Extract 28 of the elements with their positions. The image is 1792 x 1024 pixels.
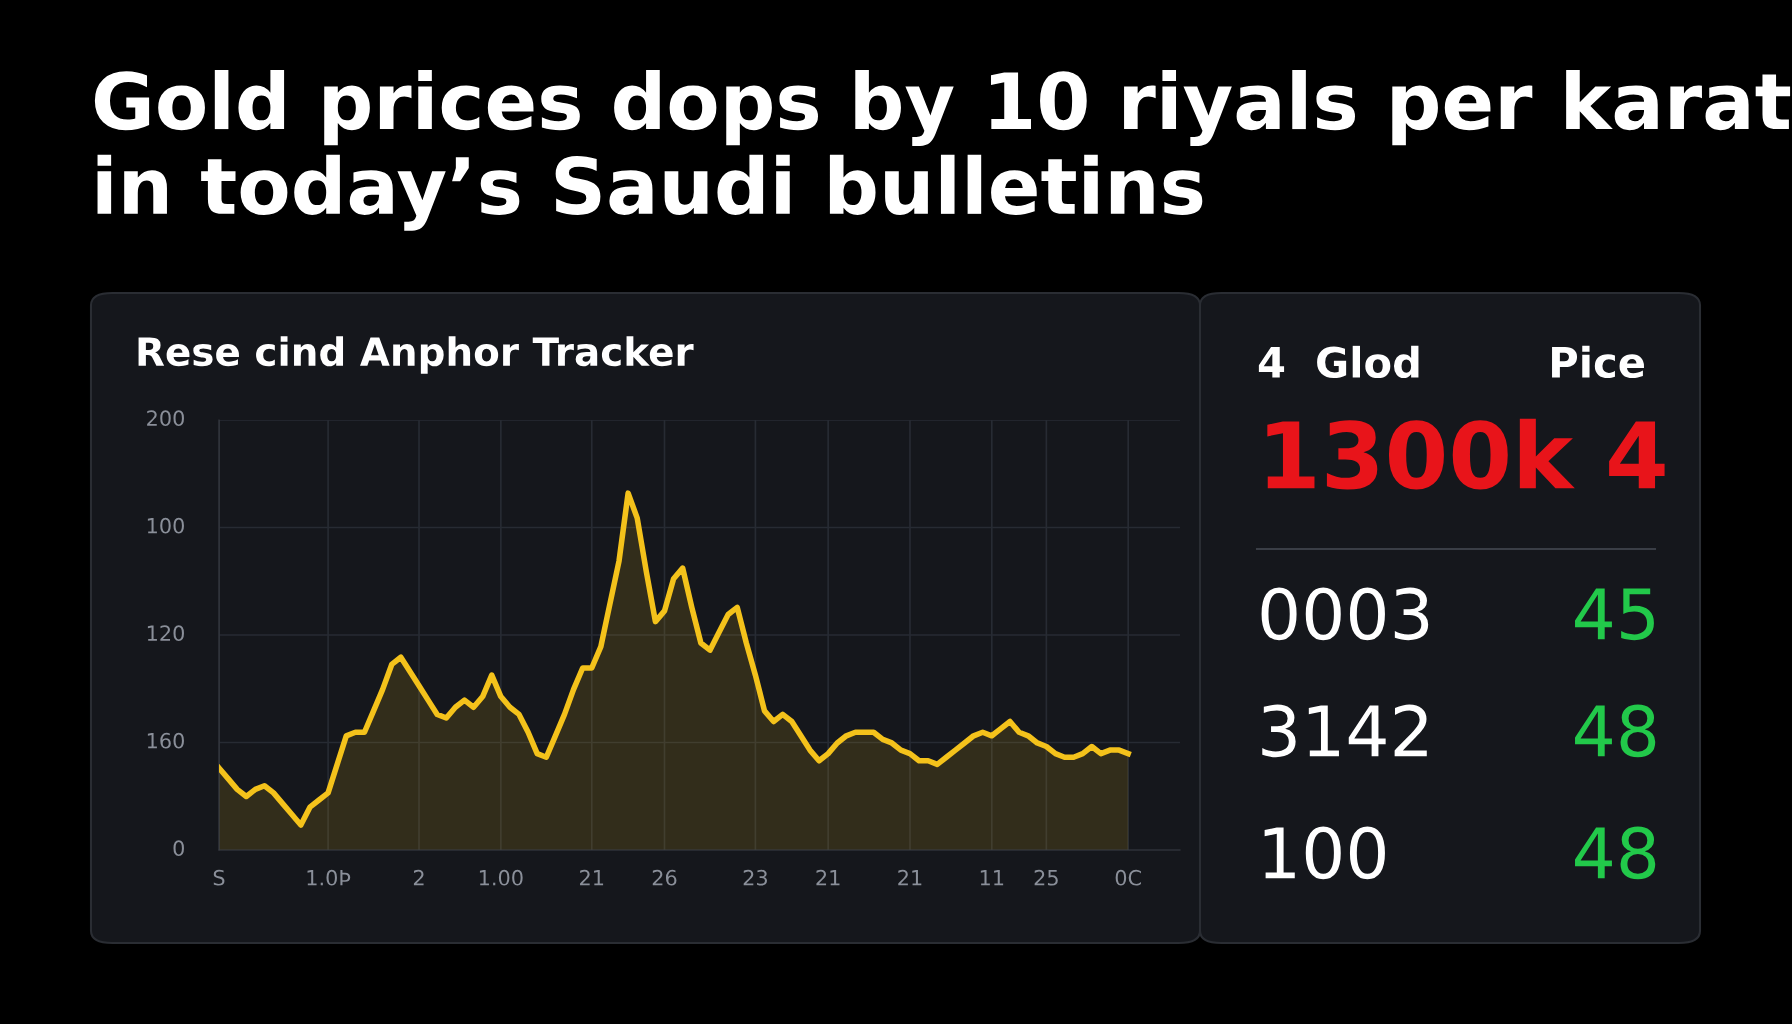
text: 48 — [1575, 704, 1656, 758]
x-tick-label: 11 — [980, 870, 1004, 886]
text: 45 — [1575, 588, 1654, 641]
text: 3142 — [1262, 704, 1427, 758]
text: 1300k 4 — [1267, 418, 1665, 490]
x-tick-label: 0C — [1115, 869, 1141, 886]
chart-title: Gold prices dops by 10 riyals per karat in today’s Saudi bulletins — [94, 70, 1791, 231]
x-tick-label: 1.0Þ — [307, 869, 351, 886]
text: 4 Glod — [1258, 345, 1419, 379]
text: 48 — [1575, 826, 1656, 880]
x-tick-label: 21 — [898, 869, 922, 886]
chart-subtitle: Rese cind Anphor Tracker — [138, 336, 694, 374]
text: 0 — [173, 840, 184, 857]
x-tick-label: 25 — [1034, 869, 1058, 886]
x-tick-label: 21 — [816, 869, 840, 886]
x-tick-label: 1.00 — [479, 869, 523, 886]
x-tick-label: S — [213, 869, 225, 886]
text: 160 — [147, 732, 184, 749]
text: 100 — [147, 517, 184, 534]
text: 100 — [1264, 826, 1385, 880]
x-tick-label: 26 — [652, 869, 677, 886]
text: 0003 — [1261, 587, 1429, 641]
text: 200 — [147, 410, 184, 427]
text: 120 — [147, 625, 184, 642]
x-tick-label: 23 — [743, 869, 767, 886]
x-tick-label: 2 — [413, 869, 424, 886]
text: Pice — [1552, 345, 1644, 379]
x-tick-label: 21 — [580, 869, 604, 886]
